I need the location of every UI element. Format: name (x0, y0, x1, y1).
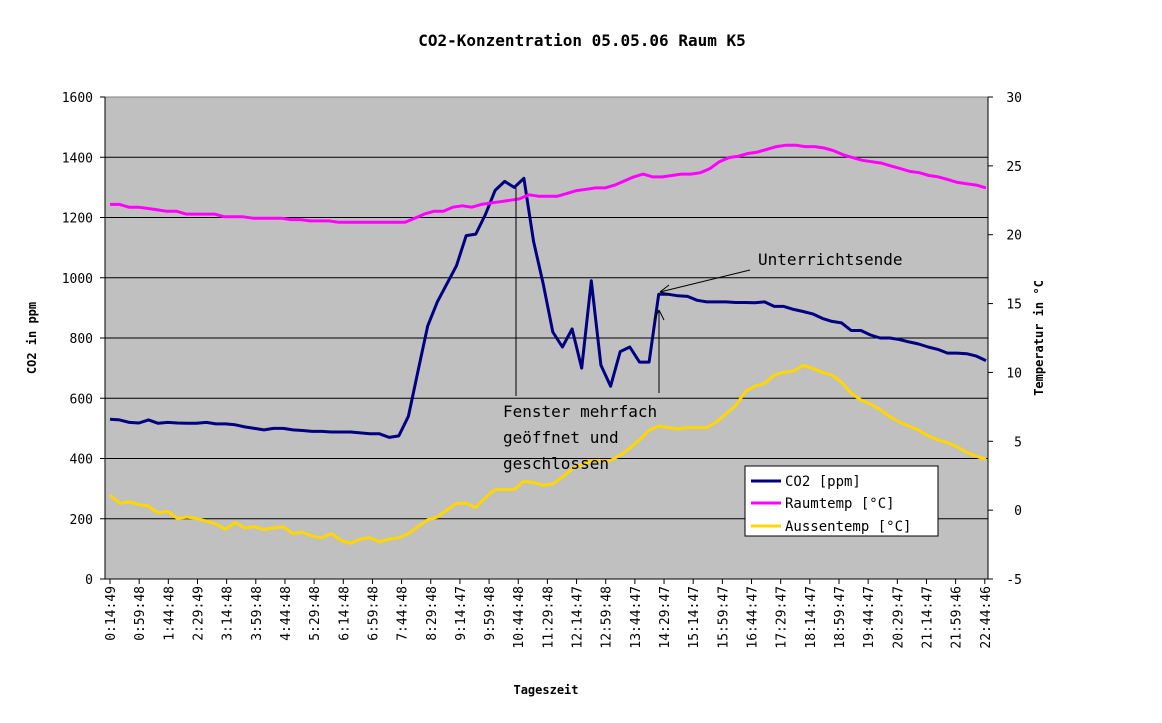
legend: CO2 [ppm] Raumtemp [°C] Aussentemp [°C] (744, 465, 939, 537)
annotation-window-line3: geschlossen (503, 454, 609, 473)
x-tick-label: 6:59:48 (366, 586, 381, 641)
x-tick-label: 12:14:47 (571, 586, 586, 649)
series-layer (109, 143, 987, 545)
y2-tick-label: 25 (1006, 160, 1022, 175)
x-tick-label: 9:14:47 (454, 586, 469, 641)
x-tick-label: 20:29:47 (891, 586, 906, 649)
y2-tick-label: 10 (1006, 366, 1022, 381)
x-tick-label: 8:29:48 (425, 586, 440, 641)
arrow-head-1 (659, 284, 671, 295)
series-line-1 (110, 143, 987, 224)
x-axis-label: Tageszeit (513, 683, 578, 697)
left-axis: 0 200 400 600 800 1000 1200 1400 1600 (62, 91, 106, 588)
x-tick-label: 6:14:48 (337, 586, 352, 641)
y-tick-label: 1400 (62, 151, 93, 166)
x-tick-label: 0:14:49 (104, 586, 119, 641)
x-tick-label: 0:59:48 (133, 586, 148, 641)
x-tick-label: 21:59:46 (950, 586, 965, 649)
y-tick-label: 1000 (62, 272, 93, 287)
annotation-window-line2: geöffnet und (503, 428, 619, 447)
x-tick-label: 5:29:48 (308, 586, 323, 641)
series-line-2 (109, 364, 987, 545)
y-tick-label: 400 (70, 453, 93, 468)
y-tick-label: 800 (70, 332, 93, 347)
y2-axis-label: Temperatur in °C (1032, 280, 1046, 396)
x-tick-label: 3:14:48 (221, 586, 236, 641)
legend-label-raumtemp: Raumtemp [°C] (785, 496, 895, 512)
y-axis-label: CO2 in ppm (25, 302, 39, 374)
x-tick-label: 18:59:47 (833, 586, 848, 649)
y-tick-label: 1200 (62, 212, 93, 227)
x-tick-label: 13:44:47 (629, 586, 644, 649)
series-line-0 (109, 176, 987, 439)
x-tick-label: 1:44:48 (162, 586, 177, 641)
y2-tick-label: 30 (1006, 91, 1022, 106)
annotations: Unterrichtsende Fenster mehrfach geöffne… (503, 188, 903, 473)
annotation-arrow-1 (659, 269, 751, 293)
arrow-head-2 (653, 309, 665, 321)
x-tick-label: 18:14:47 (804, 586, 819, 649)
x-tick-label: 12:59:48 (600, 586, 615, 649)
annotation-window-line1: Fenster mehrfach (503, 402, 657, 421)
legend-label-aussentemp: Aussentemp [°C] (785, 519, 911, 535)
x-tick-label: 4:44:48 (279, 586, 294, 641)
y-tick-label: 200 (70, 513, 93, 528)
x-tick-label: 2:29:49 (191, 586, 206, 641)
chart-title: CO2-Konzentration 05.05.06 Raum K5 (418, 31, 746, 50)
right-axis: -5 0 5 10 15 20 25 30 (987, 91, 1022, 588)
x-tick-label: 11:29:48 (541, 586, 556, 649)
y-tick-label: 600 (70, 392, 93, 407)
x-axis: 0:14:49 0:59:48 1:44:48 2:29:49 3:14:48 3:59:… (104, 578, 994, 649)
x-tick-label: 17:29:47 (775, 586, 790, 649)
x-tick-label: 15:14:47 (687, 586, 702, 649)
x-tick-label: 7:44:48 (396, 586, 411, 641)
x-tick-label: 16:44:47 (746, 586, 761, 649)
x-tick-label: 21:14:47 (920, 586, 935, 649)
legend-box (744, 465, 939, 537)
x-tick-label: 19:44:47 (862, 586, 877, 649)
y-tick-label: 1600 (62, 91, 93, 106)
y2-tick-label: 20 (1006, 229, 1022, 244)
x-tick-label: 14:29:47 (658, 586, 673, 649)
legend-label-co2: CO2 [ppm] (785, 474, 861, 490)
x-tick-label: 9:59:48 (483, 586, 498, 641)
x-tick-label: 22:44:46 (979, 586, 994, 649)
x-tick-label: 10:44:48 (512, 586, 527, 649)
y2-tick-label: 5 (1014, 435, 1022, 450)
y2-tick-label: -5 (1006, 573, 1022, 588)
annotation-unterrichtsende: Unterrichtsende (758, 250, 903, 269)
y2-tick-label: 0 (1014, 504, 1022, 519)
y-tick-label: 0 (85, 573, 93, 588)
x-tick-label: 15:59:47 (716, 586, 731, 649)
y2-tick-label: 15 (1006, 298, 1022, 313)
x-tick-label: 3:59:48 (250, 586, 265, 641)
